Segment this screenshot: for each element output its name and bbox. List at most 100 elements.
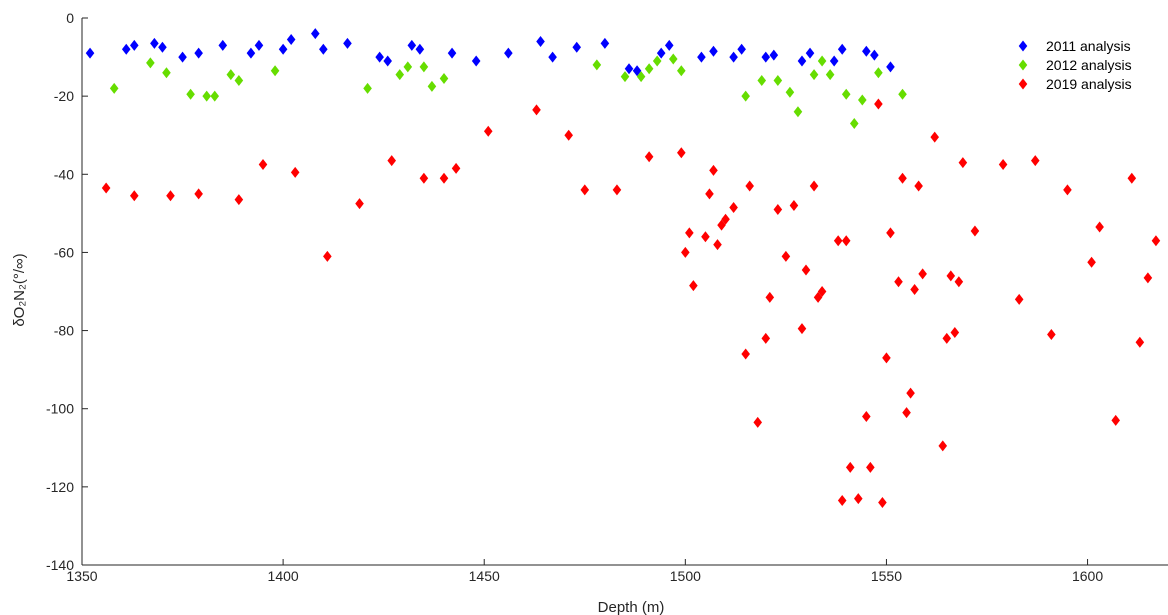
data-point [286, 33, 296, 45]
data-point [548, 51, 557, 63]
data-point [677, 65, 686, 77]
x-tick-label: 1400 [268, 568, 299, 584]
legend-label: 2012 analysis [1046, 57, 1132, 73]
data-point [709, 164, 718, 176]
data-point [129, 39, 139, 51]
data-point [701, 231, 710, 243]
x-axis-title: Depth (m) [598, 599, 665, 615]
data-point [375, 51, 384, 63]
data-point [532, 104, 541, 116]
data-point [355, 198, 364, 210]
data-point [853, 493, 863, 505]
data-point [918, 268, 927, 280]
x-tick-label: 1350 [66, 568, 97, 584]
data-point [158, 41, 167, 53]
data-point [942, 332, 952, 344]
data-point [668, 53, 678, 65]
data-point [1063, 184, 1072, 196]
data-point [849, 117, 859, 129]
data-point [146, 57, 155, 69]
data-point [717, 219, 726, 231]
data-point [841, 88, 851, 100]
data-point [793, 106, 803, 118]
data-point [677, 147, 686, 159]
data-point [950, 327, 960, 339]
data-point [101, 182, 111, 194]
data-point [797, 323, 807, 335]
data-point [85, 47, 95, 59]
data-point [713, 239, 722, 251]
data-point [946, 270, 956, 282]
data-point [218, 39, 228, 51]
x-tick-label: 1500 [670, 568, 701, 584]
axes: 1350 1400 1450 1500 1550 1600 0 -20 -40 -60 -80 -10… [46, 10, 1168, 584]
data-point [150, 37, 159, 49]
data-point [323, 250, 332, 262]
data-point [769, 49, 779, 61]
data-point [290, 166, 300, 178]
data-point [709, 45, 718, 57]
data-point [504, 47, 513, 59]
data-point [592, 59, 602, 71]
data-point [817, 286, 827, 297]
data-point [874, 98, 883, 110]
data-point [644, 151, 654, 163]
y-tick-label: 0 [66, 10, 74, 26]
data-point [632, 65, 642, 77]
data-point [741, 90, 750, 102]
data-point [837, 43, 847, 55]
data-point [564, 129, 573, 141]
data-point [612, 184, 622, 196]
data-point [1014, 293, 1024, 305]
data-point [580, 184, 590, 196]
data-point [729, 51, 738, 63]
series-2 [109, 53, 907, 129]
data-point [914, 180, 923, 192]
data-point [689, 280, 698, 292]
data-point [745, 180, 754, 192]
data-point [894, 276, 903, 288]
data-point [781, 250, 791, 262]
data-point [1047, 328, 1056, 340]
data-point [1095, 221, 1104, 233]
data-point [998, 159, 1008, 171]
x-tick-label: 1450 [469, 568, 500, 584]
data-point [202, 90, 211, 102]
data-point [797, 55, 807, 67]
data-point [387, 155, 397, 167]
y-tick-label: -100 [46, 401, 74, 417]
data-point [785, 86, 795, 98]
data-point [664, 39, 674, 51]
legend-label: 2011 analysis [1046, 38, 1131, 54]
data-point [419, 172, 429, 184]
data-point [729, 201, 738, 213]
data-point [383, 55, 392, 67]
data-point [870, 49, 879, 61]
data-point [439, 172, 449, 184]
data-point [697, 51, 706, 63]
data-point [862, 411, 871, 423]
x-tick-label: 1550 [871, 568, 902, 584]
data-point [162, 67, 171, 79]
data-point [1087, 256, 1096, 268]
data-point [258, 159, 268, 171]
data-point [809, 69, 819, 81]
data-point [427, 80, 437, 92]
data-point [902, 407, 911, 419]
data-point [644, 63, 654, 75]
data-point [721, 213, 730, 225]
data-point [234, 75, 244, 87]
data-point [178, 51, 187, 63]
y-tick-label: -140 [46, 557, 74, 573]
data-point [773, 203, 783, 215]
data-point [415, 43, 425, 55]
data-point [210, 90, 220, 102]
data-point [310, 28, 320, 40]
data-point [801, 264, 811, 276]
data-point [1151, 235, 1161, 247]
data-point [845, 461, 855, 473]
data-point [685, 227, 694, 239]
data-point [817, 55, 827, 67]
data-point [403, 61, 413, 73]
data-point [837, 495, 847, 507]
